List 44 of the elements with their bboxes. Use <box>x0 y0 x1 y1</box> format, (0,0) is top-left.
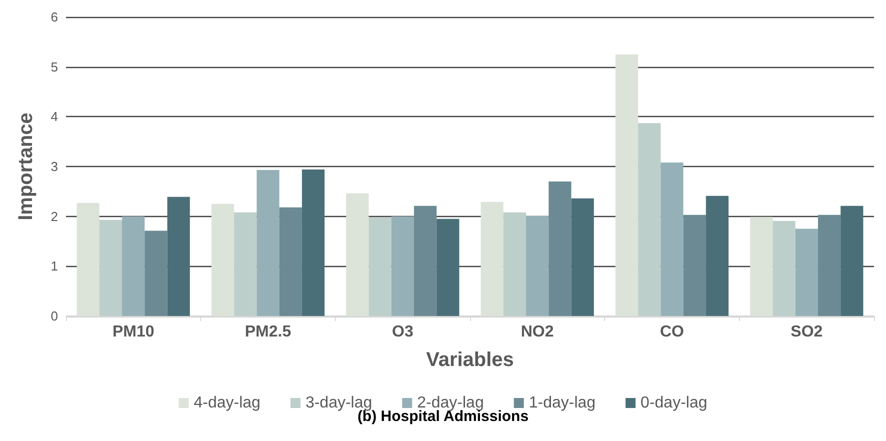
legend-label: 4-day-lag <box>194 394 260 412</box>
x-tick-label: NO2 <box>520 324 554 340</box>
y-tick-label: 2 <box>50 208 58 224</box>
legend-label: 1-day-lag <box>528 394 596 412</box>
y-axis-title: Importance <box>15 112 37 220</box>
bar <box>99 220 122 316</box>
bar <box>256 170 280 316</box>
y-tick-label: 3 <box>50 159 58 174</box>
bar <box>526 216 549 316</box>
bar <box>167 196 190 316</box>
bar <box>414 206 437 316</box>
bar <box>279 207 302 316</box>
bar <box>436 218 460 316</box>
bar <box>548 181 572 316</box>
bar <box>840 206 864 316</box>
y-tick-label: 6 <box>50 10 58 24</box>
bar <box>122 216 145 316</box>
x-tick-label: PM10 <box>112 324 154 340</box>
bar <box>795 228 818 316</box>
bar <box>571 198 594 316</box>
bar <box>638 123 661 316</box>
y-tick-label: 5 <box>50 59 58 74</box>
bar <box>772 220 796 316</box>
x-axis-title: Variables <box>426 349 514 371</box>
x-tick-label: CO <box>660 324 684 340</box>
bar <box>234 212 257 316</box>
bar <box>368 217 392 316</box>
y-tick-label: 0 <box>50 308 58 324</box>
legend-label: 0-day-lag <box>640 394 708 412</box>
bar <box>706 196 729 316</box>
bar <box>818 214 841 316</box>
legend-label: 3-day-lag <box>305 394 372 412</box>
bar <box>391 216 414 316</box>
y-tick-label: 4 <box>50 109 58 124</box>
x-tick-label: PM2.5 <box>244 324 292 340</box>
x-tick-label: O3 <box>392 324 414 340</box>
bar <box>503 212 526 316</box>
y-tick-label: 1 <box>50 258 58 274</box>
bar <box>683 214 706 316</box>
bar <box>660 162 684 316</box>
bar <box>144 230 168 316</box>
bar <box>302 169 325 316</box>
x-tick-label: SO2 <box>790 324 823 340</box>
legend-label: 2-day-lag <box>417 394 484 412</box>
